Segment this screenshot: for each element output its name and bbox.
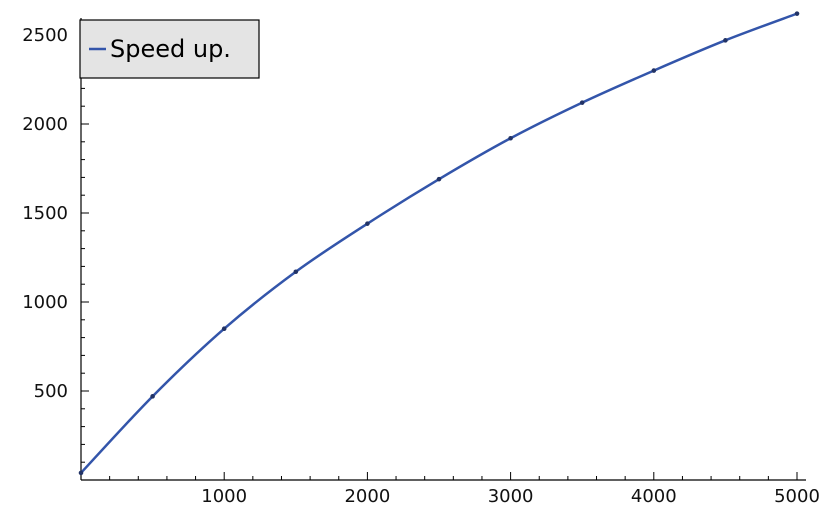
- series-line-speed-up: [79, 12, 799, 475]
- data-point-0-10: [794, 11, 800, 16]
- data-points: [78, 11, 800, 476]
- legend-box: [79, 19, 260, 79]
- x-tick-label-1000: 1000: [201, 486, 247, 507]
- data-point-0-7: [579, 100, 585, 105]
- y-tick-label-2500: 2500: [22, 25, 68, 46]
- data-point-0-0: [78, 470, 84, 476]
- x-tick-label-3000: 3000: [488, 486, 534, 507]
- ticks: [81, 34, 798, 480]
- tick-labels: 1000 2000 3000 4000 5000 500 1000 1500 2000 2500: [22, 25, 820, 507]
- y-tick-label-1500: 1500: [22, 203, 68, 224]
- x-tick-label-4000: 4000: [631, 486, 677, 507]
- axes: [80, 18, 806, 481]
- series-layer: [79, 12, 799, 475]
- data-point-0-4: [365, 221, 370, 226]
- data-point-0-5: [436, 176, 442, 182]
- y-tick-label-1000: 1000: [22, 292, 68, 313]
- data-point-0-1: [150, 394, 155, 399]
- y-tick-label-500: 500: [34, 381, 68, 402]
- data-point-0-3: [293, 269, 299, 275]
- legend: Speed up.: [79, 19, 260, 79]
- x-tick-label-5000: 5000: [774, 486, 820, 507]
- y-tick-label-2000: 2000: [22, 114, 68, 135]
- data-point-0-8: [651, 68, 657, 73]
- x-tick-label-2000: 2000: [344, 486, 390, 507]
- data-point-0-6: [508, 135, 513, 141]
- legend-label-speed-up: Speed up.: [110, 35, 231, 63]
- data-point-0-2: [221, 326, 227, 332]
- data-point-0-9: [723, 38, 728, 43]
